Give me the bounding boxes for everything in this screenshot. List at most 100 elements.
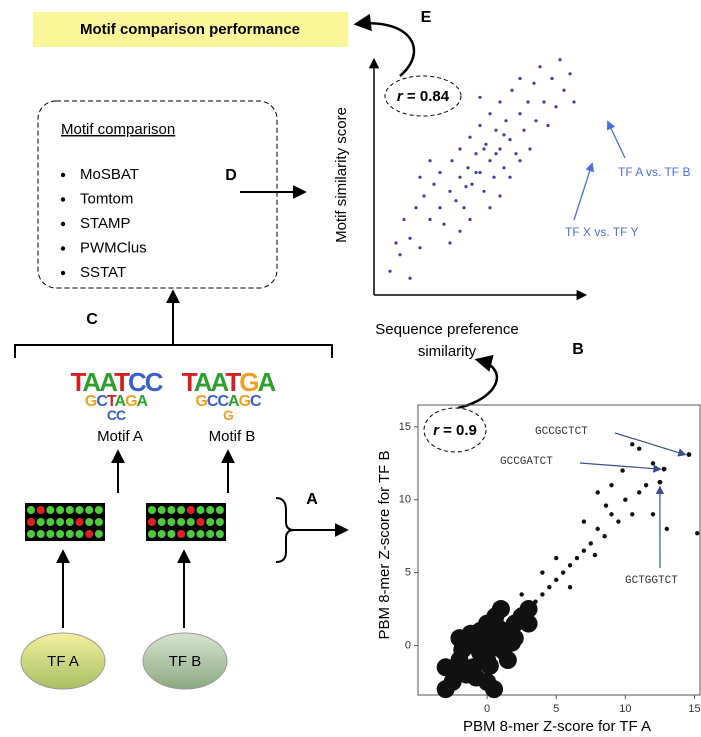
motif-label: Motif B [209, 428, 256, 445]
point [540, 592, 545, 597]
plot-frame [417, 404, 701, 696]
logo-letter: T [225, 367, 241, 397]
logo-row: TAATCC [70, 367, 163, 397]
y-tick-label: 15 [399, 421, 411, 433]
x-tick-label: 15 [688, 703, 700, 715]
logo-letter: A [228, 393, 240, 410]
logo-letter: T [114, 367, 130, 397]
point [448, 189, 452, 193]
array-spot [65, 518, 74, 526]
x-tick-label: 5 [553, 703, 559, 715]
bullet [60, 172, 66, 178]
logo-letter: A [194, 367, 213, 397]
point [522, 128, 526, 132]
point [616, 519, 621, 524]
array-spot [206, 518, 215, 526]
array-spot [36, 506, 45, 514]
point [474, 170, 478, 175]
point [438, 206, 442, 210]
logo-letter: A [137, 393, 149, 410]
point [572, 100, 576, 104]
point [504, 119, 508, 123]
array-spot [85, 518, 94, 526]
logo-letter: G [239, 367, 258, 397]
annotation: TF X vs. TF Y [565, 225, 639, 239]
annotation: TF A vs. TF B [618, 165, 690, 179]
step-label: A [306, 491, 318, 508]
array-spot [75, 506, 84, 514]
point [448, 241, 452, 245]
array-spot [196, 518, 205, 526]
array-spot [27, 518, 35, 526]
point [528, 147, 532, 151]
y-axis-label: PBM 8-mer Z-score for TF B [376, 451, 393, 640]
point [494, 128, 498, 132]
logo-letter: C [250, 393, 262, 410]
bullet [60, 270, 66, 276]
point [519, 600, 538, 619]
array-spot [167, 518, 176, 526]
array-spot [177, 518, 186, 526]
title-box [33, 12, 348, 47]
x-axis-label: Sequence preference [375, 321, 518, 338]
tf-label: TF B [169, 653, 202, 670]
point [502, 166, 506, 170]
point [478, 95, 482, 99]
point [418, 246, 422, 250]
point [458, 175, 462, 179]
point [498, 147, 502, 151]
logo-letter: A [115, 393, 127, 410]
point [630, 442, 635, 447]
array-spot [206, 530, 215, 538]
logo-letter: C [145, 367, 164, 397]
point [519, 614, 538, 633]
array-spot [56, 506, 65, 514]
array-spot [196, 506, 205, 514]
logo-letter: C [207, 393, 219, 410]
point [438, 170, 442, 175]
point [482, 147, 486, 151]
pbm-arrays [25, 503, 226, 541]
r-label: r = 0.84 [397, 88, 450, 105]
method-label: MoSBAT [80, 166, 139, 183]
r-symbol: r [397, 88, 404, 105]
point [422, 194, 426, 198]
point [514, 152, 518, 156]
array-spot [167, 530, 176, 538]
point [475, 630, 494, 649]
point [442, 222, 446, 226]
label-arrow [579, 462, 662, 473]
logo-letter: G [223, 407, 234, 423]
method-label: Tomtom [80, 190, 133, 207]
logo-row: GCTAGA [85, 393, 149, 410]
point [518, 159, 522, 163]
point [488, 159, 492, 163]
point [554, 105, 558, 109]
arrow [353, 13, 416, 77]
label-arrow [614, 432, 687, 457]
point [428, 159, 432, 163]
r-ellipse [384, 75, 462, 117]
array-spot [196, 530, 205, 538]
point [414, 206, 418, 210]
method-label: SSTAT [80, 264, 126, 281]
labeled-point [686, 452, 692, 457]
y-tick-label: 0 [405, 639, 411, 651]
point [436, 680, 455, 699]
logo-letter: C [128, 367, 147, 397]
point [603, 503, 609, 508]
logo-letter: G [85, 393, 97, 410]
point [454, 199, 458, 203]
point [398, 253, 402, 257]
array-spot [56, 518, 65, 526]
array-spot [46, 530, 55, 538]
point [498, 100, 502, 104]
point [458, 229, 462, 233]
logo-letter: C [107, 407, 117, 423]
labeled-point [657, 479, 663, 485]
array-spot [157, 506, 166, 514]
point [567, 584, 573, 590]
array-spot [177, 506, 186, 514]
array-spot [65, 530, 74, 538]
